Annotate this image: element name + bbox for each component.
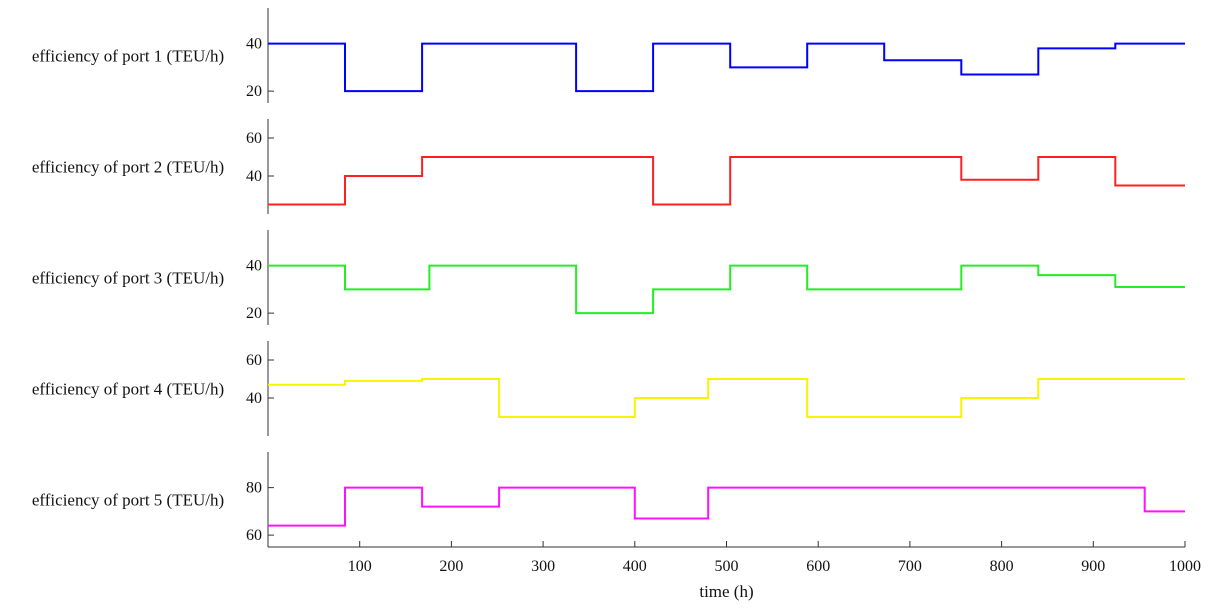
y-axis-label-port-5: efficiency of port 5 (TEU/h) bbox=[32, 491, 224, 510]
x-tick-label: 600 bbox=[806, 558, 830, 575]
x-tick-label: 500 bbox=[715, 558, 739, 575]
y-tick-label-port-3: 40 bbox=[246, 258, 262, 275]
y-axis-label-port-2: efficiency of port 2 (TEU/h) bbox=[32, 158, 224, 177]
series-line-port-5 bbox=[268, 486, 1185, 527]
series-line-port-1 bbox=[268, 42, 1185, 93]
x-tick-label: 700 bbox=[898, 558, 922, 575]
x-tick-label: 400 bbox=[623, 558, 647, 575]
series-line-port-2 bbox=[268, 156, 1185, 206]
x-tick-label: 800 bbox=[990, 558, 1014, 575]
y-tick-label-port-2: 60 bbox=[246, 130, 262, 147]
y-tick-label-port-5: 60 bbox=[246, 527, 262, 544]
y-tick-label-port-1: 20 bbox=[246, 83, 262, 100]
y-tick-label-port-5: 80 bbox=[246, 480, 262, 497]
y-tick-label-port-4: 60 bbox=[246, 352, 262, 369]
y-axis-label-port-4: efficiency of port 4 (TEU/h) bbox=[32, 380, 224, 399]
y-axis-label-port-1: efficiency of port 1 (TEU/h) bbox=[32, 47, 224, 66]
y-tick-label-port-3: 20 bbox=[246, 305, 262, 322]
x-tick-label: 100 bbox=[348, 558, 372, 575]
y-tick-label-port-1: 40 bbox=[246, 36, 262, 53]
series-line-port-3 bbox=[268, 264, 1185, 315]
y-axis-label-port-3: efficiency of port 3 (TEU/h) bbox=[32, 269, 224, 288]
x-axis-label: time (h) bbox=[699, 582, 753, 601]
x-tick-label: 300 bbox=[531, 558, 555, 575]
x-tick-label: 200 bbox=[439, 558, 463, 575]
x-tick-label: 1000 bbox=[1169, 558, 1201, 575]
y-tick-label-port-2: 40 bbox=[246, 168, 262, 185]
x-tick-label: 900 bbox=[1081, 558, 1105, 575]
series-line-port-4 bbox=[268, 378, 1185, 418]
y-tick-label-port-4: 40 bbox=[246, 390, 262, 407]
